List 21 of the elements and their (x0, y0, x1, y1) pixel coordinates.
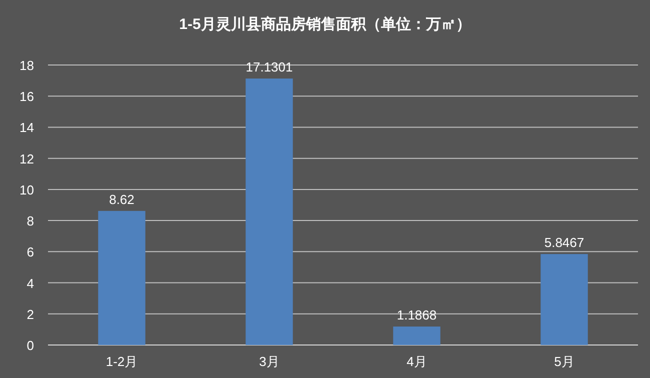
x-tick-label: 4月 (406, 354, 427, 369)
y-tick-label: 4 (26, 276, 34, 291)
y-tick-label: 2 (26, 306, 34, 322)
y-tick-label: 8 (26, 214, 34, 229)
x-tick-label: 3月 (259, 354, 280, 369)
x-tick-label: 1-2月 (106, 354, 138, 369)
data-label: 8.62 (109, 192, 134, 207)
y-tick-label: 0 (26, 338, 34, 353)
chart-title: 1-5月灵川县商品房销售面积（单位：万㎡） (179, 15, 471, 33)
bar (540, 254, 588, 345)
y-tick-label: 16 (20, 89, 34, 104)
bar (393, 326, 440, 345)
data-label: 5.8467 (544, 235, 584, 250)
y-tick-label: 10 (20, 182, 34, 198)
y-tick-label: 18 (20, 58, 34, 73)
x-tick-label: 5月 (554, 354, 574, 369)
y-tick-label: 12 (20, 151, 34, 166)
bar (98, 210, 146, 345)
y-tick-label: 6 (26, 244, 34, 260)
bar (246, 78, 293, 345)
y-tick-label: 14 (20, 120, 34, 136)
